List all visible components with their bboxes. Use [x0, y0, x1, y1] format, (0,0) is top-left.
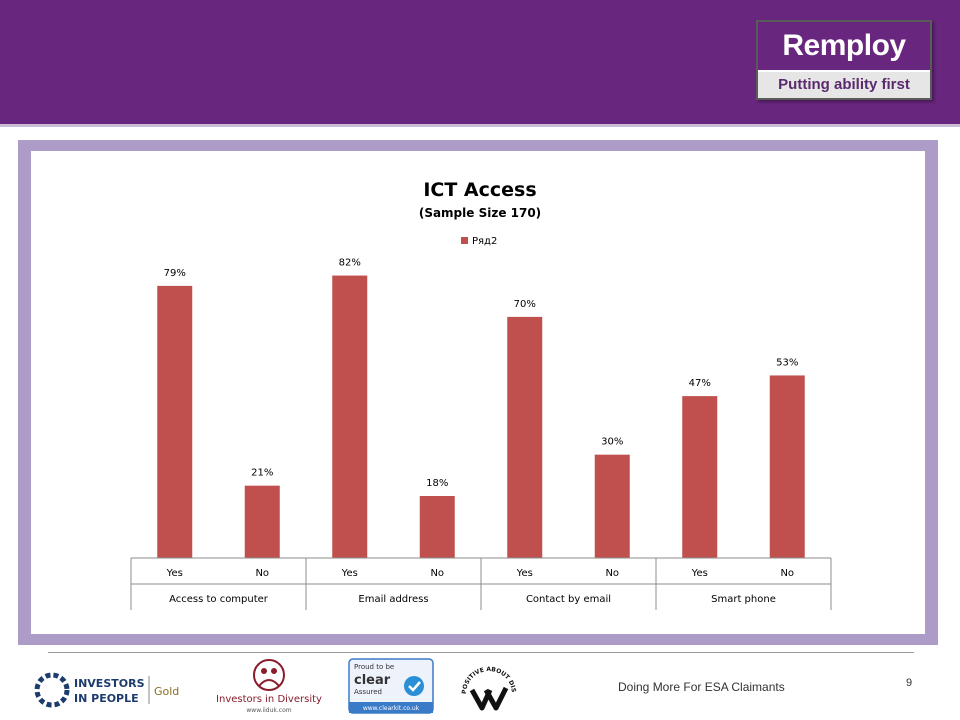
clear-line1: Proud to be: [354, 663, 394, 671]
check-icon: [404, 676, 424, 696]
bar: [594, 454, 630, 558]
remploy-logo: Remploy Putting ability first: [756, 20, 932, 100]
header-divider: [0, 124, 960, 127]
category-label: Yes: [516, 568, 533, 579]
tick-mark-icon: [469, 686, 509, 711]
clear-brand: clear: [354, 673, 391, 688]
clear-assured-logo: Proud to be clear Assured www.clearkit.c…: [348, 658, 434, 714]
data-label: 18%: [426, 478, 448, 489]
bar: [507, 316, 543, 558]
footer-divider: [48, 652, 914, 653]
bar: [157, 285, 193, 558]
chart-subtitle: (Sample Size 170): [419, 206, 541, 220]
category-label: No: [255, 568, 269, 579]
investors-in-diversity-logo: Investors in Diversity www.iiduk.com: [216, 659, 322, 714]
legend-swatch: [461, 237, 468, 244]
group-label: Contact by email: [526, 594, 611, 605]
iip-line1: INVESTORS: [74, 677, 145, 690]
group-label: Email address: [358, 594, 428, 605]
data-label: 21%: [251, 468, 273, 479]
investors-in-people-logo: INVESTORS IN PEOPLE Gold: [34, 672, 179, 708]
diversity-figures-icon: [253, 659, 285, 691]
category-label: Yes: [166, 568, 183, 579]
bar: [769, 375, 805, 558]
group-label: Access to computer: [169, 594, 269, 605]
category-label: No: [780, 568, 794, 579]
chart-panel: ICT Access (Sample Size 170) Ряд2 79% 21%…: [31, 151, 925, 634]
iid-url: www.iiduk.com: [246, 707, 291, 714]
category-label: Yes: [691, 568, 708, 579]
data-label: 47%: [689, 378, 711, 389]
logo-brand-name: Remploy: [758, 22, 930, 70]
footer-title: Doing More For ESA Claimants: [618, 680, 785, 694]
data-label: 79%: [164, 268, 186, 279]
logo-tagline: Putting ability first: [758, 72, 930, 98]
bar-chart: ICT Access (Sample Size 170) Ряд2 79% 21%…: [130, 179, 832, 610]
data-label: 82%: [339, 258, 361, 269]
chart-frame: ICT Access (Sample Size 170) Ряд2 79% 21%…: [18, 140, 938, 645]
bar: [332, 275, 368, 558]
clear-url: www.clearkit.co.uk: [363, 705, 420, 712]
iip-level: Gold: [154, 685, 179, 698]
data-label: 53%: [776, 357, 798, 368]
legend-label: Ряд2: [472, 236, 497, 247]
category-label: No: [605, 568, 619, 579]
clear-line2: Assured: [354, 688, 382, 696]
category-label: No: [430, 568, 444, 579]
page-number: 9: [906, 677, 913, 689]
bar: [682, 396, 718, 558]
data-label: 70%: [514, 299, 536, 310]
iip-emblem-icon: [34, 672, 70, 708]
positive-about-disabled-people-logo: POSITIVE ABOUT DISABLED PEOPLE: [458, 660, 517, 711]
data-label: 30%: [601, 437, 623, 448]
bar: [244, 485, 280, 558]
group-label: Smart phone: [711, 594, 776, 605]
chart-title: ICT Access: [423, 179, 536, 201]
category-label: Yes: [341, 568, 358, 579]
iip-line2: IN PEOPLE: [74, 692, 139, 705]
bar: [419, 496, 455, 558]
iid-name: Investors in Diversity: [216, 694, 322, 705]
